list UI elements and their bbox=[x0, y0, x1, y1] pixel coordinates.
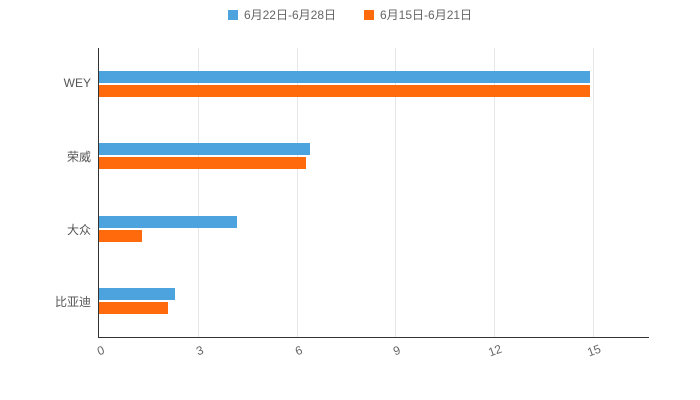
bar-大众-series1[interactable] bbox=[99, 229, 142, 242]
bar-比亚迪-series0[interactable] bbox=[99, 287, 175, 300]
y-category-label-1: 荣威 bbox=[66, 150, 91, 165]
legend-item-week2[interactable]: 6月22日-6月28日 bbox=[227, 8, 336, 22]
chart-legend: 6月22日-6月28日 6月15日-6月21日 bbox=[0, 8, 700, 22]
y-category-label-0: WEY bbox=[63, 76, 91, 91]
bar-比亚迪-series1[interactable] bbox=[99, 301, 169, 314]
legend-swatch-orange-icon bbox=[364, 10, 374, 20]
gridline-x-3 bbox=[197, 48, 199, 337]
gridline-x-15 bbox=[593, 48, 594, 337]
y-category-label-3: 比亚迪 bbox=[54, 294, 91, 309]
legend-swatch-blue-icon bbox=[227, 10, 238, 20]
bar-WEY-series0[interactable] bbox=[99, 71, 590, 84]
gridline-x-9 bbox=[395, 48, 397, 337]
x-tick-label-3: 3 bbox=[193, 342, 206, 359]
bar-荣威-series1[interactable] bbox=[99, 157, 307, 170]
x-tick-label-12: 12 bbox=[486, 341, 504, 360]
legend-label: 6月22日-6月28日 bbox=[243, 8, 336, 22]
gridline-x-6 bbox=[296, 48, 298, 337]
x-tick-label-6: 6 bbox=[292, 342, 304, 359]
x-tick-label-0: 0 bbox=[95, 342, 107, 359]
bar-大众-series0[interactable] bbox=[99, 215, 238, 228]
legend-label: 6月15日-6月21日 bbox=[380, 8, 473, 22]
x-tick-label-9: 9 bbox=[391, 342, 403, 359]
legend-item-week1[interactable]: 6月15日-6月21日 bbox=[364, 8, 472, 22]
y-category-label-2: 大众 bbox=[66, 222, 91, 237]
bar-荣威-series0[interactable] bbox=[99, 143, 310, 156]
x-tick-label-15: 15 bbox=[585, 341, 603, 360]
bar-WEY-series1[interactable] bbox=[99, 85, 590, 98]
gridline-x-12 bbox=[494, 48, 496, 337]
plot-area: 0 3 6 9 12 15 WEY 荣威大众比亚迪 bbox=[55, 48, 649, 359]
